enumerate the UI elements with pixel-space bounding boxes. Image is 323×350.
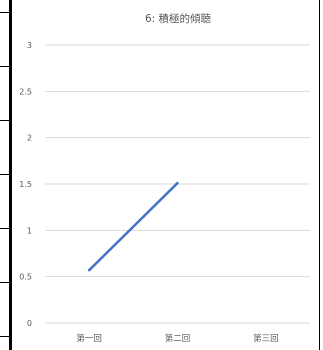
y-tick-label: 2.5 <box>19 87 32 96</box>
data-point <box>88 269 91 272</box>
line-chart: 6: 積極的傾聴 0 0.5 1 1.5 2 2.5 3 第一回 第二回 第三回 <box>19 12 310 344</box>
chart-title: 6: 積極的傾聴 <box>145 12 212 25</box>
chart-container[interactable]: 6: 積極的傾聴 0 0.5 1 1.5 2 2.5 3 第一回 第二回 第三回 <box>10 0 320 350</box>
x-tick-label: 第三回 <box>253 333 279 344</box>
y-tick-label: 1 <box>27 226 32 235</box>
x-tick-label: 第一回 <box>76 333 102 344</box>
y-tick-label: 0 <box>27 319 32 328</box>
y-axis-ticks: 0 0.5 1 1.5 2 2.5 3 <box>19 41 32 328</box>
gridlines <box>45 44 310 324</box>
sheet-row-line <box>0 174 9 175</box>
y-tick-label: 3 <box>27 41 32 50</box>
x-axis-ticks: 第一回 第二回 第三回 <box>76 333 278 344</box>
sheet-row-line <box>0 120 9 121</box>
y-tick-label: 2 <box>27 134 32 143</box>
series-line <box>87 181 179 272</box>
spreadsheet-background-right <box>320 0 323 350</box>
sheet-row-line <box>0 66 9 67</box>
x-tick-label: 第二回 <box>165 333 191 344</box>
sheet-row-line <box>0 336 9 337</box>
spreadsheet-background <box>0 0 10 350</box>
sheet-row-line <box>0 228 9 229</box>
sheet-row-line <box>0 282 9 283</box>
y-tick-label: 1.5 <box>19 180 32 189</box>
data-point <box>176 182 179 185</box>
sheet-row-line <box>0 12 9 13</box>
series-layer <box>87 181 179 272</box>
y-tick-label: 0.5 <box>19 273 32 282</box>
